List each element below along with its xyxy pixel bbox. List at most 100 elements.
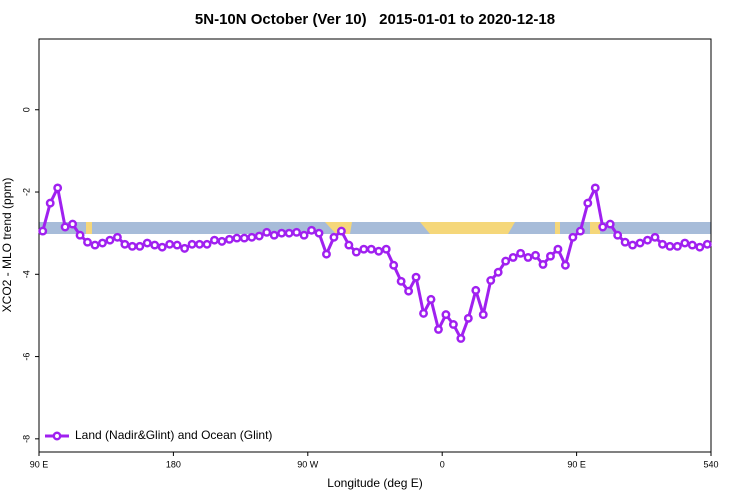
data-point (419, 308, 428, 318)
data-point (187, 239, 197, 249)
data-point (254, 231, 264, 241)
data-point (553, 244, 563, 254)
data-point (224, 234, 234, 244)
data-point (247, 232, 257, 242)
data-point (314, 228, 324, 238)
data-point (239, 233, 249, 243)
data-point (568, 232, 578, 242)
data-point (105, 235, 115, 245)
data-point (202, 239, 212, 249)
y-tick-label: -8 (21, 435, 31, 443)
data-point (75, 230, 85, 240)
data-point (546, 251, 555, 261)
data-point (523, 252, 533, 262)
data-point (112, 232, 122, 242)
data-point (98, 238, 107, 248)
data-point (628, 240, 638, 250)
data-point (351, 247, 361, 257)
data-point (292, 227, 302, 237)
data-point (434, 324, 443, 334)
land-patch (86, 222, 92, 234)
land-patch (590, 222, 600, 234)
data-point (165, 239, 175, 249)
x-tick-label: 90 E (567, 459, 586, 469)
y-tick-label: -2 (21, 188, 31, 196)
data-point (598, 222, 608, 232)
data-point (195, 239, 204, 249)
data-point (650, 232, 660, 242)
data-point (456, 334, 466, 343)
data-point (441, 310, 451, 320)
data-point (560, 260, 570, 270)
data-point (516, 248, 526, 258)
data-point (172, 240, 182, 250)
data-point (538, 259, 548, 269)
data-point (508, 252, 518, 262)
ocean-band (39, 222, 711, 234)
data-point (381, 244, 391, 254)
data-point (635, 238, 645, 248)
data-point (501, 256, 511, 266)
data-point (404, 286, 414, 296)
data-point (262, 227, 272, 237)
data-point (142, 238, 152, 248)
data-point (643, 235, 652, 245)
y-tick-label: 0 (21, 107, 31, 112)
data-point (366, 244, 376, 254)
data-point (680, 238, 690, 248)
y-axis-label: XCO2 - MLO trend (ppm) (0, 178, 14, 313)
data-point (665, 241, 675, 251)
data-point (620, 237, 630, 247)
y-tick-label: -6 (21, 353, 31, 361)
data-point (605, 219, 615, 229)
data-point (45, 198, 55, 208)
data-point (389, 260, 399, 270)
data-point (299, 230, 309, 240)
data-point (232, 233, 242, 243)
data-point (336, 226, 346, 236)
data-point (575, 226, 585, 236)
data-point (180, 243, 190, 253)
data-point (359, 244, 369, 254)
data-point (307, 225, 316, 235)
data-point (120, 239, 130, 249)
data-point (448, 320, 458, 329)
data-point (329, 232, 339, 242)
chart-title: 5N-10N October (Ver 10) 2015-01-01 to 20… (195, 11, 555, 28)
data-point (613, 230, 623, 240)
x-tick-label: 540 (703, 459, 718, 469)
data-point (60, 222, 70, 232)
data-point (583, 198, 593, 208)
data-point (658, 239, 667, 249)
legend-swatch-marker (52, 431, 62, 441)
data-point (38, 226, 48, 236)
legend-label: Land (Nadir&Glint) and Ocean (Glint) (75, 428, 272, 442)
data-point (687, 240, 697, 250)
data-point (90, 240, 100, 250)
data-point (493, 267, 503, 277)
data-point (284, 228, 294, 238)
data-point (463, 313, 473, 323)
x-tick-label: 0 (440, 459, 445, 469)
data-point (157, 242, 167, 252)
data-point (486, 276, 496, 285)
data-point (150, 240, 160, 250)
data-point (478, 310, 488, 320)
y-tick-label: -4 (21, 270, 31, 278)
data-point (531, 250, 540, 260)
x-tick-label: 90 W (297, 459, 319, 469)
data-point (374, 246, 384, 256)
data-point (217, 236, 227, 246)
x-axis-label: Longitude (deg E) (327, 476, 422, 490)
data-point (426, 294, 436, 304)
data-point (210, 235, 219, 245)
data-point (672, 241, 682, 251)
land-patch (420, 222, 515, 234)
data-point (269, 230, 279, 240)
data-point (344, 240, 354, 250)
data-point (590, 183, 600, 193)
land-patch (555, 222, 560, 234)
data-point (322, 249, 331, 259)
data-point (695, 242, 705, 252)
